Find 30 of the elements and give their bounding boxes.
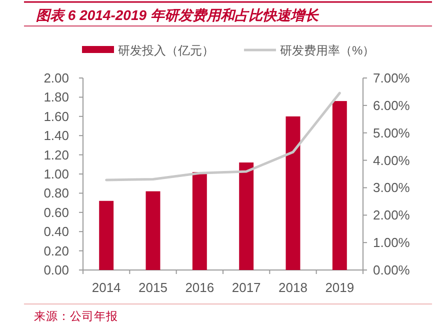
y-tick-label: 0.20 — [44, 243, 69, 258]
y-tick-label: 1.60 — [44, 108, 69, 124]
y-tick-label: 0.40 — [44, 224, 69, 240]
y-tick-label: 0.60 — [44, 204, 69, 220]
title: 图表 6 2014-2019 年研发费用和占比快速增长 — [36, 7, 318, 23]
y2-tick-label: 1.00% — [373, 235, 410, 250]
x-tick-label: 2015 — [138, 280, 168, 295]
x-tick-label: 2017 — [232, 280, 261, 295]
y-tick-label: 1.20 — [44, 147, 69, 162]
y2-tick-label: 4.00% — [373, 152, 410, 168]
x-tick-label: 2016 — [185, 280, 214, 295]
x-tick-label: 2014 — [92, 280, 121, 295]
y2-tick-label: 7.00% — [373, 70, 410, 86]
line-series — [105, 92, 341, 182]
y-tick-label: 1.00 — [44, 166, 69, 182]
y-tick-label: 1.40 — [44, 128, 69, 144]
x-tick-label: 2018 — [278, 280, 308, 295]
source-note: 来源：公司年报 — [34, 310, 118, 323]
y2-tick-label: 3.00% — [373, 180, 410, 196]
legend-label: 研发费用率（%） — [280, 44, 375, 58]
y-tick-label: 0.80 — [44, 186, 69, 201]
legend-label: 研发投入（亿元） — [118, 44, 214, 58]
y2-tick-label: 6.00% — [373, 98, 410, 113]
y2-tick-label: 2.00% — [373, 208, 410, 223]
y-tick-label: 2.00 — [44, 70, 69, 86]
y-tick-label: 1.80 — [44, 90, 69, 105]
y2-tick-label: 5.00% — [373, 125, 410, 140]
y-tick-label: 0.00 — [44, 262, 69, 278]
y2-tick-label: 0.00% — [373, 262, 410, 278]
x-tick-label: 2019 — [325, 280, 354, 295]
